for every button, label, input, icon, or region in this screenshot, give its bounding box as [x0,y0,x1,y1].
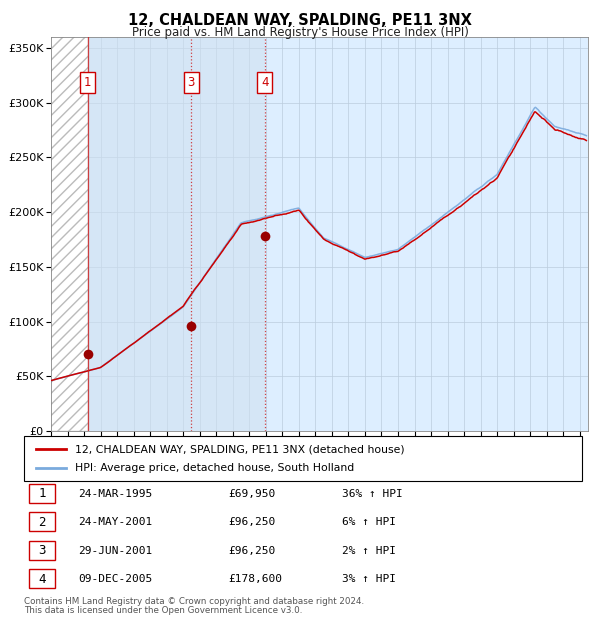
Text: £69,950: £69,950 [228,489,275,498]
Text: HPI: Average price, detached house, South Holland: HPI: Average price, detached house, Sout… [75,463,354,473]
Bar [51,37,88,431]
Text: 12, CHALDEAN WAY, SPALDING, PE11 3NX (detached house): 12, CHALDEAN WAY, SPALDING, PE11 3NX (de… [75,445,404,454]
Text: 2% ↑ HPI: 2% ↑ HPI [342,546,396,556]
Bar [88,37,265,431]
Text: 6% ↑ HPI: 6% ↑ HPI [342,517,396,527]
Text: 3: 3 [38,544,46,557]
Text: 29-JUN-2001: 29-JUN-2001 [78,546,152,556]
Text: 1: 1 [84,76,92,89]
Text: 2: 2 [38,516,46,528]
Text: £96,250: £96,250 [228,517,275,527]
Text: 12, CHALDEAN WAY, SPALDING, PE11 3NX: 12, CHALDEAN WAY, SPALDING, PE11 3NX [128,13,472,28]
Text: Contains HM Land Registry data © Crown copyright and database right 2024.: Contains HM Land Registry data © Crown c… [24,597,364,606]
Text: 1: 1 [38,487,46,500]
Text: Price paid vs. HM Land Registry's House Price Index (HPI): Price paid vs. HM Land Registry's House … [131,26,469,39]
Text: 4: 4 [38,573,46,585]
Text: £96,250: £96,250 [228,546,275,556]
Text: 09-DEC-2005: 09-DEC-2005 [78,574,152,584]
Text: 3: 3 [188,76,195,89]
Text: 24-MAY-2001: 24-MAY-2001 [78,517,152,527]
Text: 36% ↑ HPI: 36% ↑ HPI [342,489,403,498]
Text: This data is licensed under the Open Government Licence v3.0.: This data is licensed under the Open Gov… [24,606,302,615]
Text: 3% ↑ HPI: 3% ↑ HPI [342,574,396,584]
Text: 24-MAR-1995: 24-MAR-1995 [78,489,152,498]
Bar [51,37,88,431]
Text: £178,600: £178,600 [228,574,282,584]
Text: 4: 4 [261,76,269,89]
